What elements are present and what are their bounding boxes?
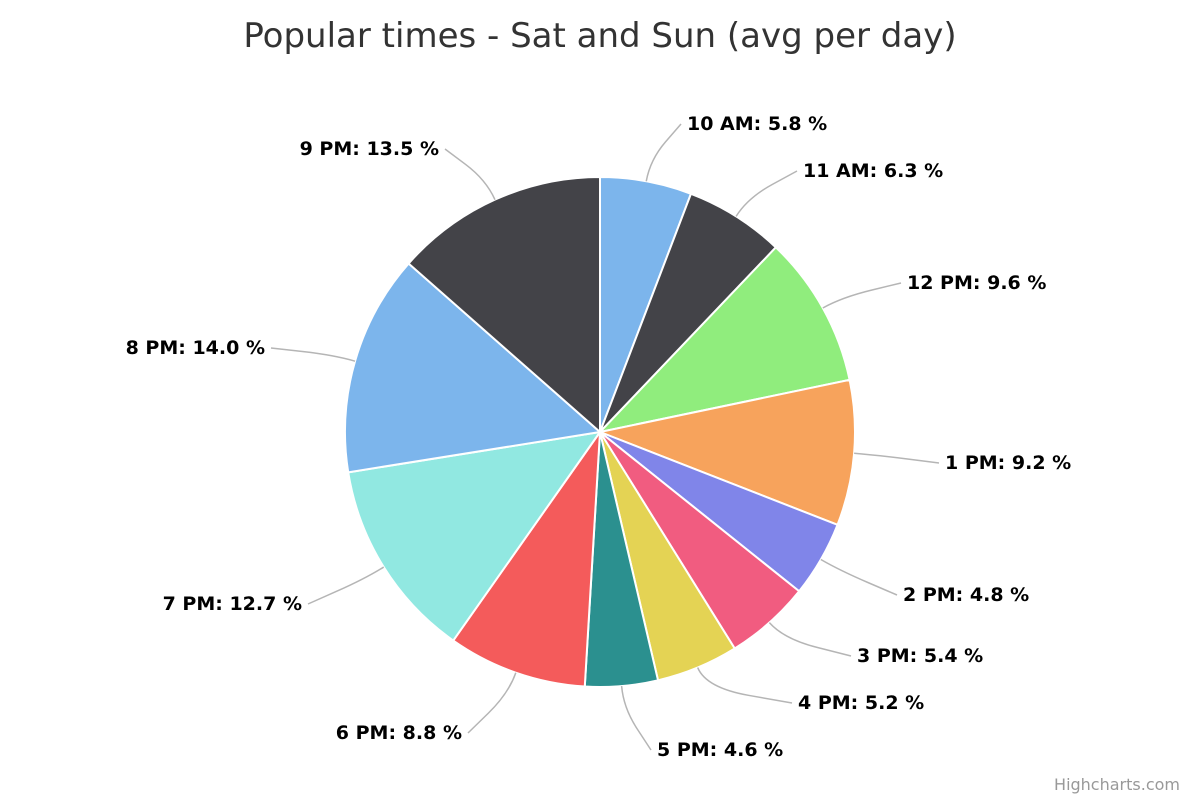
connector-10-am (645, 123, 682, 182)
data-label-4-pm: 4 PM: 5.2 % (798, 692, 924, 714)
data-label-6-pm: 6 PM: 8.8 % (336, 722, 462, 744)
pie-slice-7-pm[interactable] (347, 431, 601, 642)
connector-6-pm (467, 672, 517, 734)
connector-2-pm (820, 558, 898, 596)
data-label-2-pm: 2 PM: 4.8 % (903, 584, 1029, 606)
chart-title: Popular times - Sat and Sun (avg per day… (243, 16, 956, 56)
pie-slice-8-pm[interactable] (344, 262, 601, 474)
connector-1-pm (854, 452, 940, 464)
data-label-9-pm: 9 PM: 13.5 % (300, 138, 439, 160)
connector-12-pm (822, 282, 902, 309)
data-label-10-am: 10 AM: 5.8 % (687, 113, 827, 135)
data-label-7-pm: 7 PM: 12.7 % (163, 593, 302, 615)
connector-5-pm (620, 686, 652, 751)
data-label-5-pm: 5 PM: 4.6 % (657, 739, 783, 761)
data-label-11-am: 11 AM: 6.3 % (803, 160, 943, 182)
connector-11-am (735, 170, 798, 217)
label-connectors (270, 123, 940, 751)
pie-slices (344, 176, 856, 688)
connector-8-pm (270, 347, 356, 362)
pie-slice-9-pm[interactable] (407, 176, 601, 433)
connector-9-pm (444, 148, 496, 200)
pie-slice-6-pm[interactable] (452, 431, 601, 688)
connector-4-pm (696, 667, 793, 704)
connector-3-pm (768, 622, 852, 657)
data-labels: 10 AM: 5.8 % 11 AM: 6.3 % 12 PM: 9.6 % 1 PM… (126, 113, 1072, 761)
data-label-8-pm: 8 PM: 14.0 % (126, 337, 265, 359)
data-label-12-pm: 12 PM: 9.6 % (907, 272, 1046, 294)
data-label-3-pm: 3 PM: 5.4 % (857, 645, 983, 667)
credits-link[interactable]: Highcharts.com (1054, 775, 1180, 794)
data-label-1-pm: 1 PM: 9.2 % (945, 452, 1071, 474)
connector-7-pm (307, 566, 385, 605)
